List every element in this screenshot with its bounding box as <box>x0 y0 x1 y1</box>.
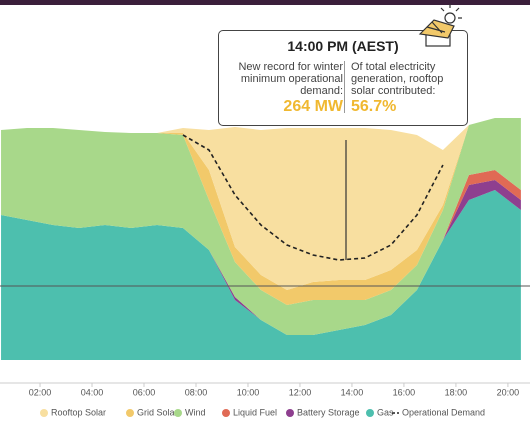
legend-label: Wind <box>185 407 206 417</box>
areas <box>1 118 521 360</box>
legend-label: Liquid Fuel <box>233 407 277 417</box>
legend-swatch <box>286 409 294 417</box>
tooltip-right-value: 56.7% <box>351 98 397 115</box>
demand-line <box>182 134 444 261</box>
legend-swatch <box>126 409 134 417</box>
x-tick-label: 20:00 <box>497 387 520 397</box>
x-tick-label: 12:00 <box>289 387 312 397</box>
tooltip-right-text: Of total electricity generation, rooftop… <box>351 61 444 97</box>
x-tick-label: 14:00 <box>341 387 364 397</box>
x-tick-label: 18:00 <box>445 387 468 397</box>
area <box>1 180 521 335</box>
area <box>1 190 521 360</box>
area <box>1 118 521 335</box>
x-tick-label: 08:00 <box>185 387 208 397</box>
x-tick-label: 10:00 <box>237 387 260 397</box>
tooltip-title: 14:00 PM (AEST) <box>287 38 399 54</box>
separator <box>344 61 345 113</box>
tooltip-left: New record for winter minimum operationa… <box>225 61 343 115</box>
legend-label: Grid Solar <box>137 407 178 417</box>
tooltip: 14:00 PM (AEST) New record for winter mi… <box>218 30 468 126</box>
legend-swatch <box>222 409 230 417</box>
x-tick-label: 04:00 <box>81 387 104 397</box>
tooltip-left-text: New record for winter minimum operationa… <box>238 61 343 97</box>
top-bar <box>0 0 530 5</box>
x-tick-label: 06:00 <box>133 387 156 397</box>
area <box>1 118 521 290</box>
legend-swatch <box>366 409 374 417</box>
legend-swatch <box>174 409 182 417</box>
tooltip-left-value: 264 MW <box>283 98 343 115</box>
legend-label: Rooftop Solar <box>51 407 106 417</box>
x-tick-label: 16:00 <box>393 387 416 397</box>
legend-label: Gas <box>377 407 394 417</box>
legend-label: Battery Storage <box>297 407 360 417</box>
legend-swatch <box>40 409 48 417</box>
x-tick-label: 02:00 <box>29 387 52 397</box>
tooltip-right: Of total electricity generation, rooftop… <box>351 61 469 115</box>
legend-label: Operational Demand <box>402 407 485 417</box>
